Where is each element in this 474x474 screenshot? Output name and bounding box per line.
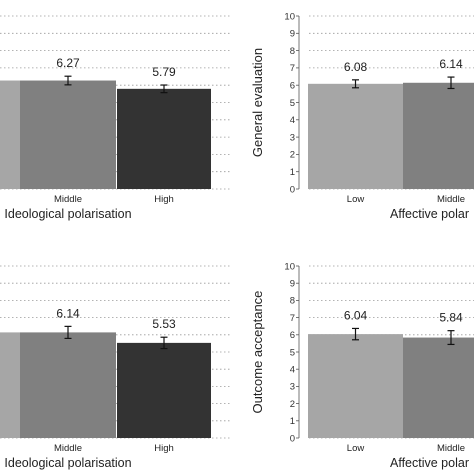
category-label: High [154, 194, 174, 205]
y-tick-label: 9 [290, 279, 295, 290]
y-tick-label: 5 [290, 98, 295, 109]
y-tick-label: 5 [290, 347, 295, 358]
y-tick-label: 4 [290, 115, 295, 126]
category-label: Low [347, 443, 365, 454]
y-tick-label: 0 [290, 184, 295, 195]
category-label: Middle [54, 443, 82, 454]
value-label: 6.14 [439, 57, 463, 71]
category-label: Middle [437, 194, 465, 205]
value-label: 5.79 [152, 65, 176, 79]
x-axis-title: Affective polar [390, 207, 469, 221]
y-tick-label: 1 [290, 167, 295, 178]
value-label: 5.53 [152, 317, 176, 331]
chart-panel-top-right: 0 1 2 3 4 5 6 7 8 9 10 General evaluation 6.08 Low 6.1… [250, 11, 474, 221]
y-tick-label: 2 [290, 399, 295, 410]
x-axis-title: Affective polar [390, 456, 469, 470]
y-tick-label: 7 [290, 313, 295, 324]
value-label: 6.08 [344, 60, 368, 74]
category-label: Middle [54, 194, 82, 205]
value-label: 6.04 [344, 308, 368, 322]
chart-panel-bottom-left: 6.14 Middle 5.53 High Ideological polarisati… [0, 265, 232, 470]
bar [117, 342, 211, 438]
y-tick-label: 0 [290, 433, 295, 444]
y-tick-label: 8 [290, 296, 295, 307]
category-label: Middle [437, 443, 465, 454]
y-tick-label: 3 [290, 382, 295, 393]
y-axis-title: Outcome acceptance [250, 291, 265, 414]
y-tick-label: 9 [290, 29, 295, 40]
y-tick-label: 6 [290, 330, 295, 341]
y-tick-label: 10 [284, 261, 295, 272]
value-label: 5.84 [439, 311, 463, 325]
y-tick-label: 3 [290, 132, 295, 143]
bar [20, 332, 116, 438]
category-label: High [154, 443, 174, 454]
category-label: Low [347, 194, 365, 205]
y-axis-title: General evaluation [250, 48, 265, 157]
y-tick-label: 6 [290, 81, 295, 92]
x-axis-title: Ideological polarisation [4, 207, 131, 221]
y-tick-label: 10 [284, 11, 295, 22]
bar [20, 80, 116, 189]
x-axis-title: Ideological polarisation [4, 456, 131, 470]
bar [0, 332, 20, 438]
bar [403, 337, 474, 438]
y-tick-label: 8 [290, 46, 295, 57]
y-tick-label: 4 [290, 365, 295, 376]
chart-panel-top-left: 6.27 Middle 5.79 High Ideological polarisati… [0, 15, 232, 221]
bar [308, 83, 403, 189]
y-tick-label: 2 [290, 150, 295, 161]
y-tick-label: 7 [290, 63, 295, 74]
y-tick-label: 1 [290, 416, 295, 427]
value-label: 6.27 [56, 56, 80, 70]
bar [403, 82, 474, 189]
chart-panel-bottom-right: 0 1 2 3 4 5 6 7 8 9 10 Outcome acceptance 6.04 Low 5.8… [250, 261, 474, 470]
value-label: 6.14 [56, 306, 80, 320]
bar [117, 88, 211, 189]
bar [0, 80, 20, 189]
bar [308, 334, 403, 438]
